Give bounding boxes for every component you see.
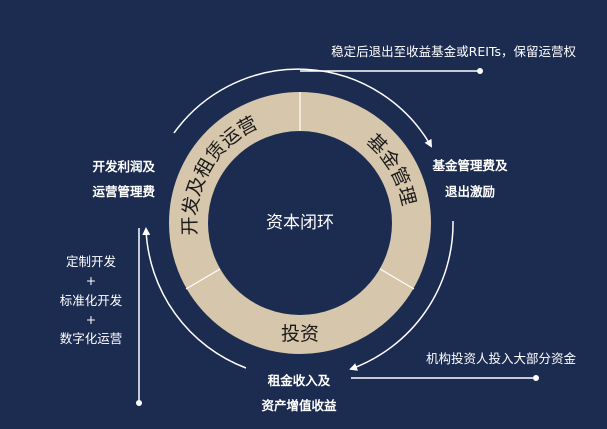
pointer-dot-top	[477, 68, 483, 74]
center-label: 资本闭环	[266, 213, 334, 233]
pointer-dot-bottom	[533, 375, 539, 381]
left-list-item: 标准化开发	[59, 293, 123, 308]
segment-label-investment: 投资	[281, 323, 319, 345]
annotation-bottom-line-1: 租金收入及	[267, 373, 331, 388]
left-list-item: 数字化运营	[59, 331, 123, 346]
annotation-bottom-right: 机构投资人投入大部分资金	[425, 351, 576, 366]
pointer-dot-left	[136, 400, 142, 406]
segment-divider	[379, 268, 415, 290]
annotation-bottom-line-2: 资产增值收益	[261, 398, 337, 413]
flow-arrow-top	[173, 68, 432, 148]
annotation-right-line-1: 基金管理费及	[432, 158, 508, 173]
annotation-top: 稳定后退出至收益基金或REITs，保留运营权	[331, 44, 576, 59]
segment-divider	[185, 268, 221, 290]
annotation-left-line-2: 运营管理费	[92, 184, 155, 199]
left-list-plus: +	[85, 273, 97, 288]
left-list-item: 定制开发	[65, 254, 117, 269]
annotation-left-line-1: 开发利润及	[92, 159, 155, 174]
flow-arrow-left	[142, 227, 247, 369]
annotation-right-line-2: 退出激励	[444, 184, 496, 199]
flow-arrow-right	[349, 220, 454, 371]
left-list-plus: +	[85, 312, 97, 327]
